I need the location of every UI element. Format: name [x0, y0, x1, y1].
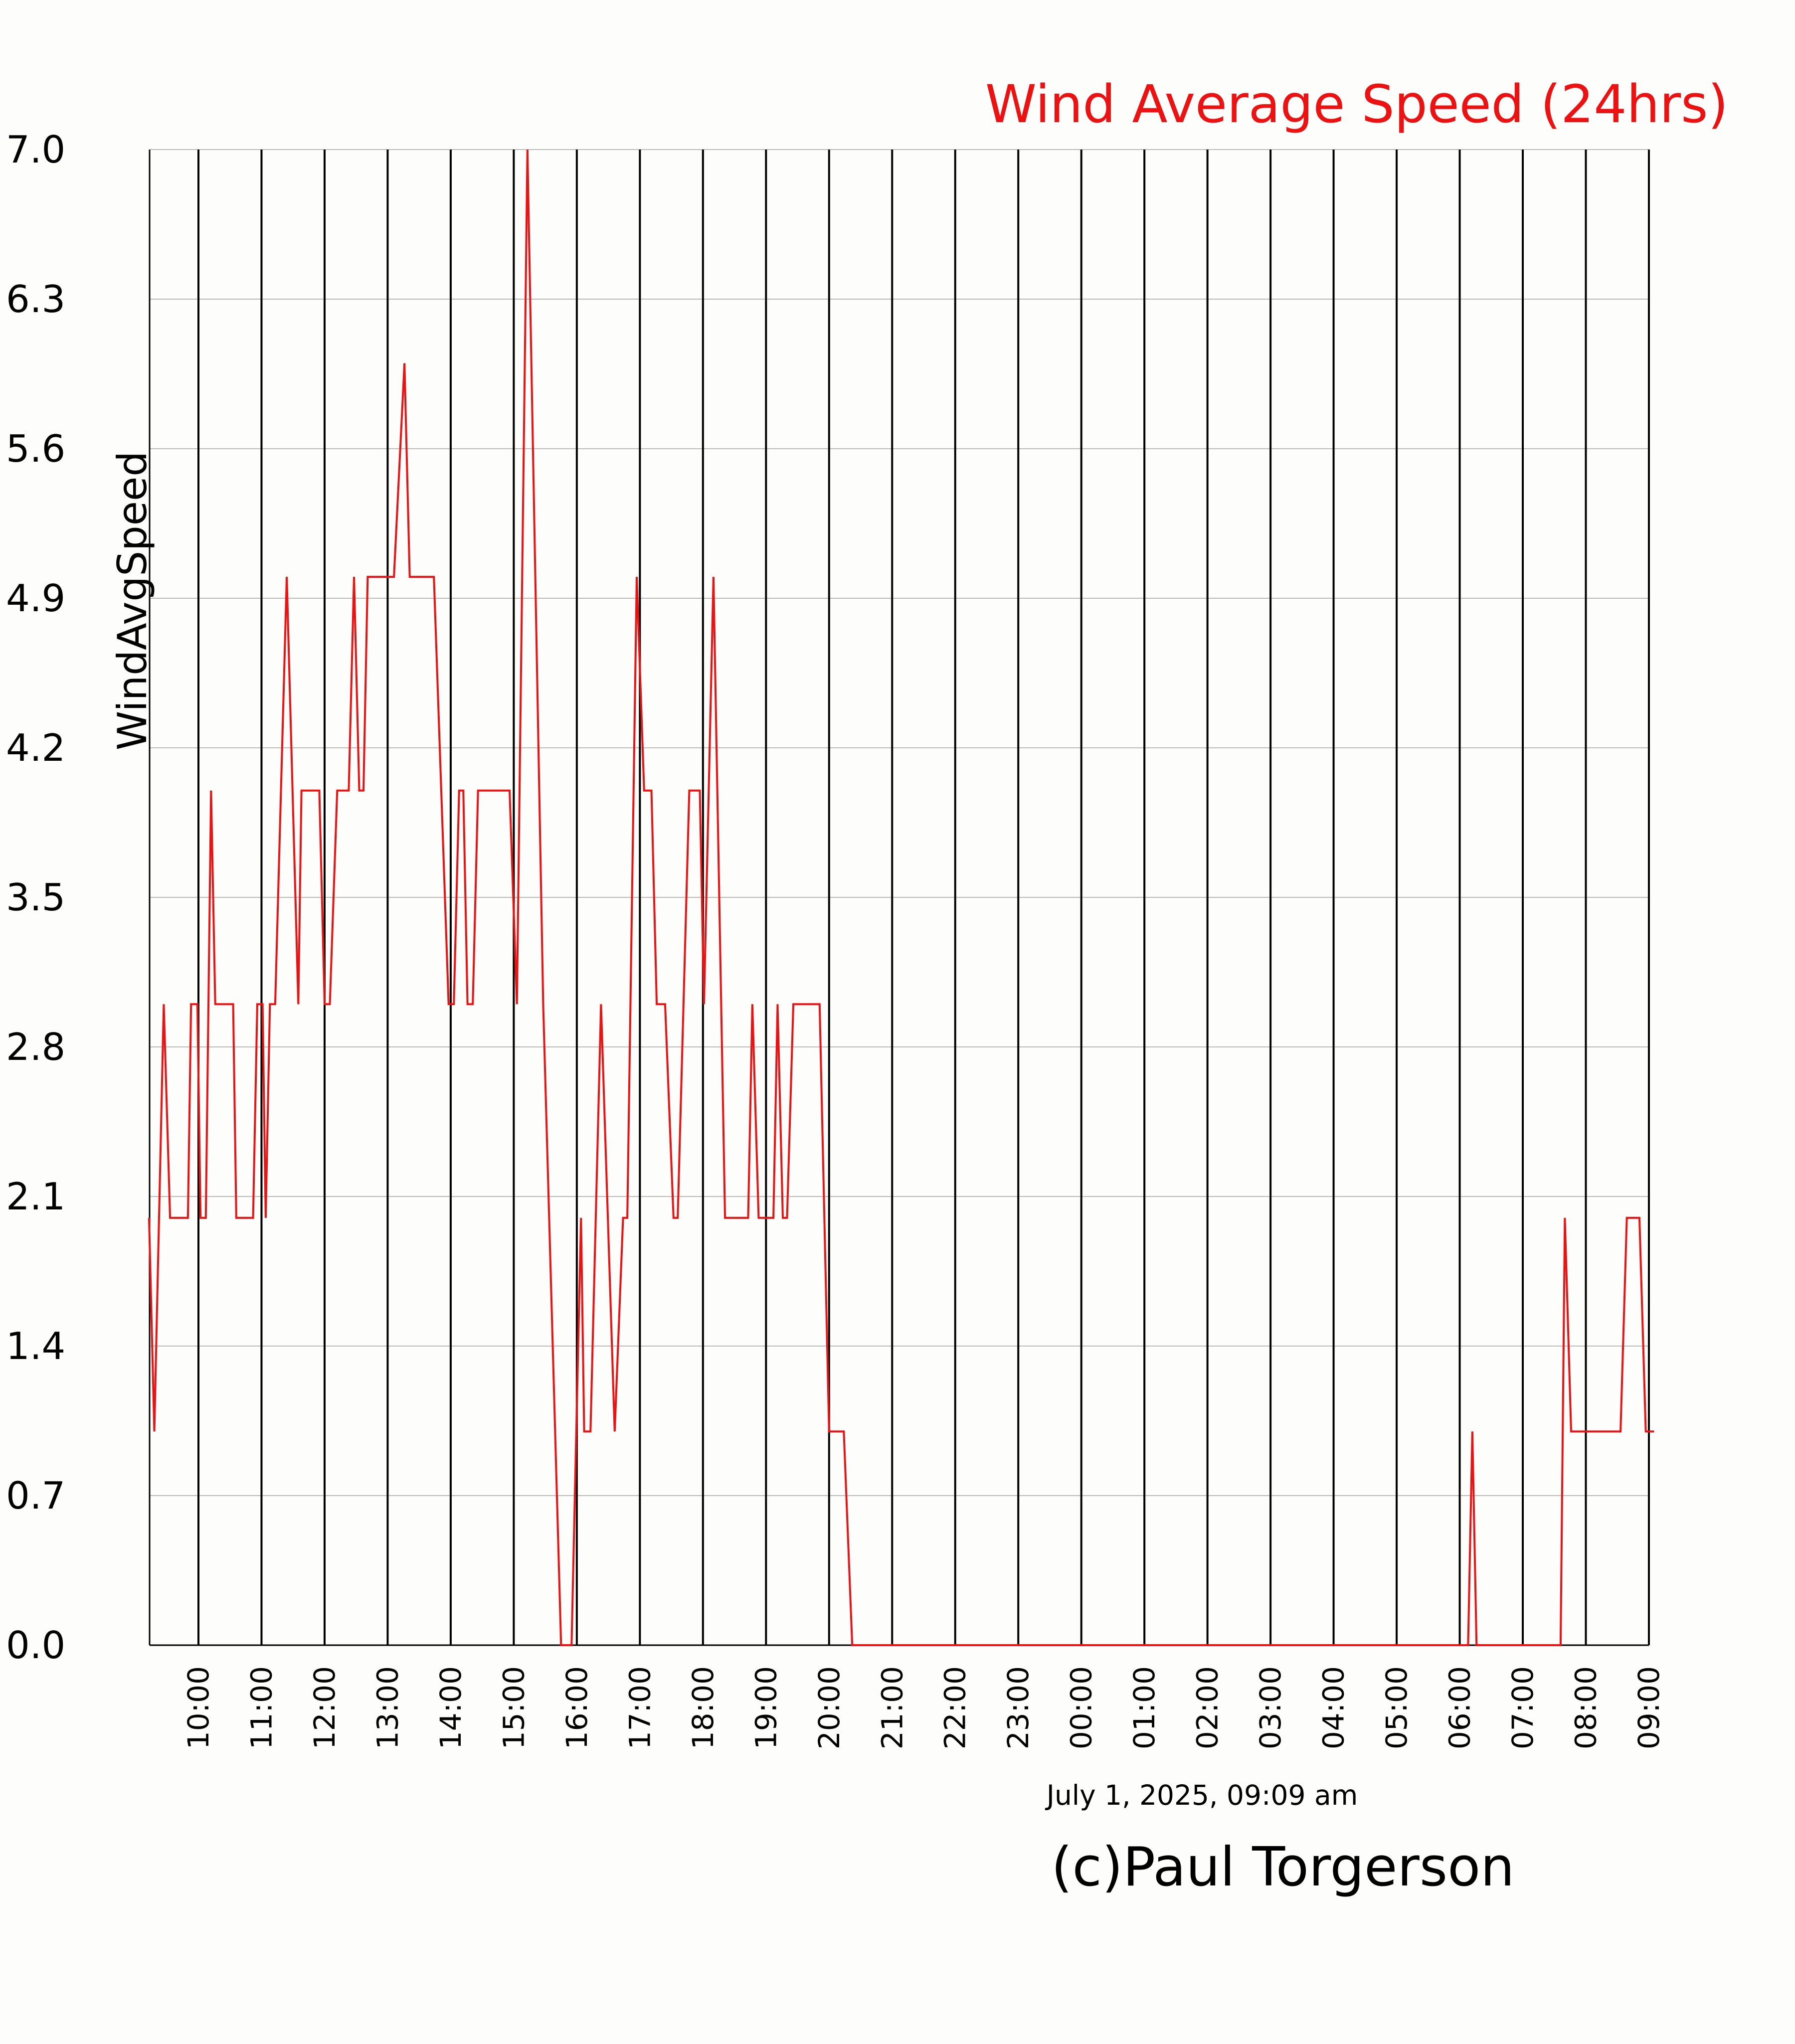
- x-tick-label: 01:00: [1127, 1666, 1161, 1749]
- x-tick-label: 00:00: [1065, 1666, 1098, 1749]
- y-axis-label: WindAvgSpeed: [109, 451, 156, 750]
- x-tick-label: 20:00: [812, 1666, 846, 1749]
- x-tick-labels: 10:00 11:00 12:00 13:00 14:00 15:00 16:00 17:00…: [181, 1666, 1666, 1749]
- chart-title: Wind Average Speed (24hrs): [985, 74, 1728, 135]
- y-tick-label: 1.4: [6, 1324, 65, 1368]
- x-tick-label: 18:00: [686, 1666, 720, 1749]
- x-tick-label: 14:00: [434, 1666, 468, 1749]
- x-tick-label: 03:00: [1254, 1666, 1287, 1749]
- y-tick-label: 2.8: [6, 1025, 65, 1069]
- x-tick-label: 23:00: [1001, 1666, 1035, 1749]
- horizontal-gridlines: [150, 149, 1649, 1496]
- x-tick-label: 19:00: [749, 1666, 783, 1749]
- y-tick-labels: 0.0 0.7 1.4 2.1 2.8 3.5 4.2 4.9 5.6 6.3 7.0: [6, 128, 65, 1667]
- timestamp: July 1, 2025, 09:09 am: [1045, 1779, 1358, 1811]
- x-tick-label: 21:00: [875, 1666, 909, 1749]
- x-tick-label: 07:00: [1506, 1666, 1540, 1749]
- x-tick-label: 16:00: [560, 1666, 594, 1749]
- x-tick-label: 06:00: [1443, 1666, 1477, 1749]
- y-tick-label: 4.9: [6, 576, 65, 620]
- x-tick-label: 05:00: [1380, 1666, 1414, 1749]
- copyright-credit: (c)Paul Torgerson: [1051, 1836, 1514, 1898]
- x-tick-label: 17:00: [623, 1666, 657, 1749]
- x-tick-label: 10:00: [181, 1666, 215, 1749]
- y-tick-label: 2.1: [6, 1175, 65, 1218]
- y-tick-label: 5.6: [6, 427, 65, 471]
- y-tick-label: 3.5: [6, 875, 65, 919]
- x-tick-label: 13:00: [370, 1666, 404, 1749]
- y-tick-label: 0.7: [6, 1474, 65, 1518]
- vertical-hour-lines: [197, 150, 1650, 1645]
- y-tick-label: 6.3: [6, 277, 65, 321]
- y-tick-label: 7.0: [6, 128, 65, 171]
- x-tick-label: 12:00: [308, 1666, 342, 1749]
- x-tick-label: 11:00: [244, 1666, 278, 1749]
- series-layer: [148, 149, 1654, 1646]
- x-tick-label: 04:00: [1317, 1666, 1351, 1749]
- y-tick-label: 4.2: [6, 726, 65, 770]
- x-tick-label: 08:00: [1569, 1666, 1603, 1749]
- series-line: [148, 149, 1654, 1646]
- x-tick-label: 02:00: [1191, 1666, 1225, 1749]
- y-tick-label: 0.0: [6, 1623, 65, 1667]
- x-tick-label: 09:00: [1632, 1666, 1666, 1749]
- x-tick-label: 22:00: [938, 1666, 972, 1749]
- x-tick-label: 15:00: [497, 1666, 531, 1749]
